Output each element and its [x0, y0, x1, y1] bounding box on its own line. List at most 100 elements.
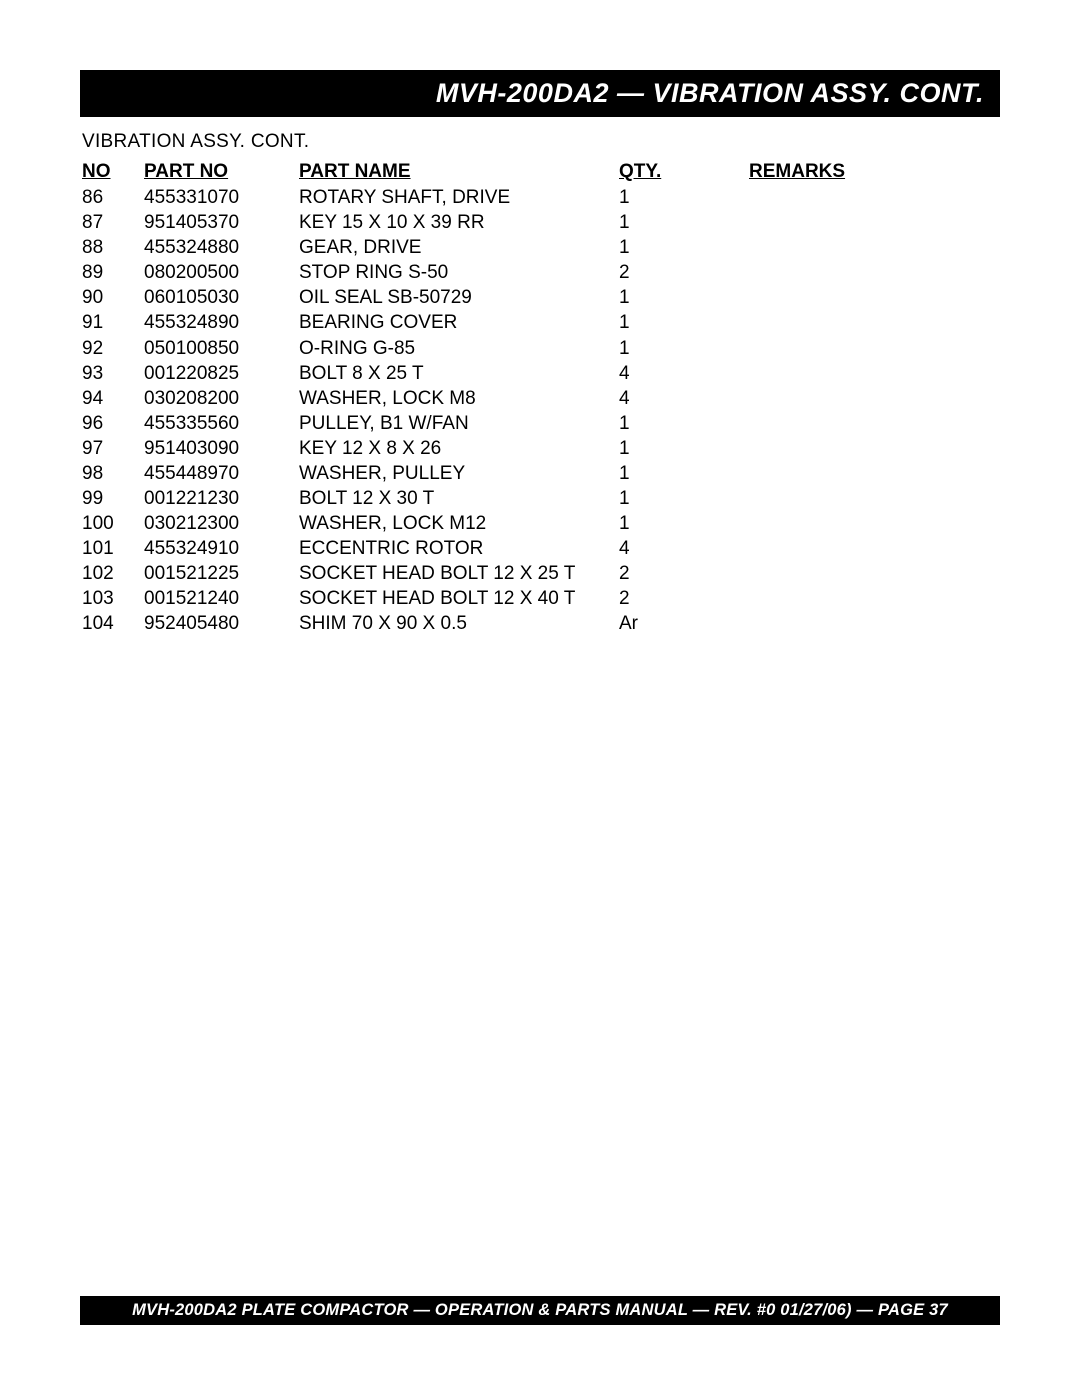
- table-row: 86455331070ROTARY SHAFT, DRIVE1: [82, 185, 949, 210]
- cell-qty: 1: [619, 486, 749, 511]
- parts-table: NO PART NO PART NAME QTY. REMARKS 864553…: [82, 159, 949, 636]
- cell-no: 90: [82, 285, 144, 310]
- cell-part-no: 030212300: [144, 511, 299, 536]
- cell-qty: 1: [619, 235, 749, 260]
- table-row: 92050100850O-RING G-851: [82, 336, 949, 361]
- cell-remarks: [749, 210, 949, 235]
- cell-remarks: [749, 586, 949, 611]
- table-row: 101455324910ECCENTRIC ROTOR4: [82, 536, 949, 561]
- cell-qty: 4: [619, 361, 749, 386]
- cell-part-name: SOCKET HEAD BOLT 12 X 40 T: [299, 586, 619, 611]
- table-row: 89080200500STOP RING S-502: [82, 260, 949, 285]
- cell-qty: 1: [619, 310, 749, 335]
- cell-remarks: [749, 185, 949, 210]
- cell-no: 91: [82, 310, 144, 335]
- cell-remarks: [749, 336, 949, 361]
- cell-qty: 2: [619, 586, 749, 611]
- table-row: 94030208200WASHER, LOCK M84: [82, 386, 949, 411]
- cell-part-no: 001220825: [144, 361, 299, 386]
- cell-part-name: WASHER, LOCK M8: [299, 386, 619, 411]
- col-header-no: NO: [82, 159, 144, 185]
- cell-no: 86: [82, 185, 144, 210]
- cell-part-no: 050100850: [144, 336, 299, 361]
- cell-no: 96: [82, 411, 144, 436]
- cell-remarks: [749, 235, 949, 260]
- col-header-part-no: PART NO: [144, 159, 299, 185]
- cell-part-name: KEY 12 X 8 X 26: [299, 436, 619, 461]
- cell-remarks: [749, 611, 949, 636]
- cell-qty: 1: [619, 185, 749, 210]
- cell-part-no: 455335560: [144, 411, 299, 436]
- cell-no: 101: [82, 536, 144, 561]
- cell-remarks: [749, 461, 949, 486]
- cell-qty: 4: [619, 536, 749, 561]
- cell-part-name: BOLT 8 X 25 T: [299, 361, 619, 386]
- cell-part-no: 952405480: [144, 611, 299, 636]
- cell-part-name: WASHER, PULLEY: [299, 461, 619, 486]
- cell-no: 89: [82, 260, 144, 285]
- cell-part-name: OIL SEAL SB-50729: [299, 285, 619, 310]
- cell-remarks: [749, 386, 949, 411]
- cell-remarks: [749, 486, 949, 511]
- table-row: 104952405480SHIM 70 X 90 X 0.5Ar: [82, 611, 949, 636]
- table-row: 87951405370KEY 15 X 10 X 39 RR1: [82, 210, 949, 235]
- cell-qty: 1: [619, 285, 749, 310]
- page-footer-bar: MVH-200DA2 PLATE COMPACTOR — OPERATION &…: [80, 1296, 1000, 1325]
- cell-qty: 2: [619, 260, 749, 285]
- cell-part-name: ECCENTRIC ROTOR: [299, 536, 619, 561]
- table-row: 93001220825BOLT 8 X 25 T4: [82, 361, 949, 386]
- parts-table-body: 86455331070ROTARY SHAFT, DRIVE1879514053…: [82, 185, 949, 636]
- cell-part-no: 001521225: [144, 561, 299, 586]
- cell-part-name: KEY 15 X 10 X 39 RR: [299, 210, 619, 235]
- cell-remarks: [749, 411, 949, 436]
- cell-no: 104: [82, 611, 144, 636]
- section-subtitle: VIBRATION ASSY. CONT.: [82, 131, 1000, 153]
- table-row: 96455335560PULLEY, B1 W/FAN1: [82, 411, 949, 436]
- cell-no: 99: [82, 486, 144, 511]
- cell-remarks: [749, 536, 949, 561]
- cell-qty: 1: [619, 436, 749, 461]
- cell-no: 97: [82, 436, 144, 461]
- table-row: 98455448970WASHER, PULLEY1: [82, 461, 949, 486]
- cell-part-name: SHIM 70 X 90 X 0.5: [299, 611, 619, 636]
- cell-qty: Ar: [619, 611, 749, 636]
- cell-part-no: 030208200: [144, 386, 299, 411]
- cell-remarks: [749, 511, 949, 536]
- cell-part-name: O-RING G-85: [299, 336, 619, 361]
- cell-remarks: [749, 436, 949, 461]
- cell-part-no: 001221230: [144, 486, 299, 511]
- cell-remarks: [749, 285, 949, 310]
- cell-part-no: 060105030: [144, 285, 299, 310]
- parts-table-header-row: NO PART NO PART NAME QTY. REMARKS: [82, 159, 949, 185]
- cell-qty: 2: [619, 561, 749, 586]
- cell-remarks: [749, 361, 949, 386]
- table-row: 90060105030OIL SEAL SB-507291: [82, 285, 949, 310]
- cell-qty: 1: [619, 336, 749, 361]
- cell-remarks: [749, 561, 949, 586]
- cell-no: 93: [82, 361, 144, 386]
- cell-no: 92: [82, 336, 144, 361]
- table-row: 99001221230BOLT 12 X 30 T1: [82, 486, 949, 511]
- col-header-remarks: REMARKS: [749, 159, 949, 185]
- cell-qty: 1: [619, 411, 749, 436]
- cell-remarks: [749, 260, 949, 285]
- cell-no: 103: [82, 586, 144, 611]
- cell-no: 87: [82, 210, 144, 235]
- table-row: 97951403090KEY 12 X 8 X 261: [82, 436, 949, 461]
- cell-part-no: 455448970: [144, 461, 299, 486]
- cell-part-name: WASHER, LOCK M12: [299, 511, 619, 536]
- cell-part-no: 455324880: [144, 235, 299, 260]
- cell-qty: 1: [619, 511, 749, 536]
- cell-part-no: 455324890: [144, 310, 299, 335]
- cell-part-no: 951405370: [144, 210, 299, 235]
- cell-part-name: ROTARY SHAFT, DRIVE: [299, 185, 619, 210]
- cell-no: 98: [82, 461, 144, 486]
- table-row: 103001521240SOCKET HEAD BOLT 12 X 40 T2: [82, 586, 949, 611]
- cell-part-name: PULLEY, B1 W/FAN: [299, 411, 619, 436]
- cell-part-name: GEAR, DRIVE: [299, 235, 619, 260]
- cell-part-no: 001521240: [144, 586, 299, 611]
- cell-part-name: BOLT 12 X 30 T: [299, 486, 619, 511]
- col-header-qty: QTY.: [619, 159, 749, 185]
- cell-qty: 1: [619, 210, 749, 235]
- cell-part-no: 455331070: [144, 185, 299, 210]
